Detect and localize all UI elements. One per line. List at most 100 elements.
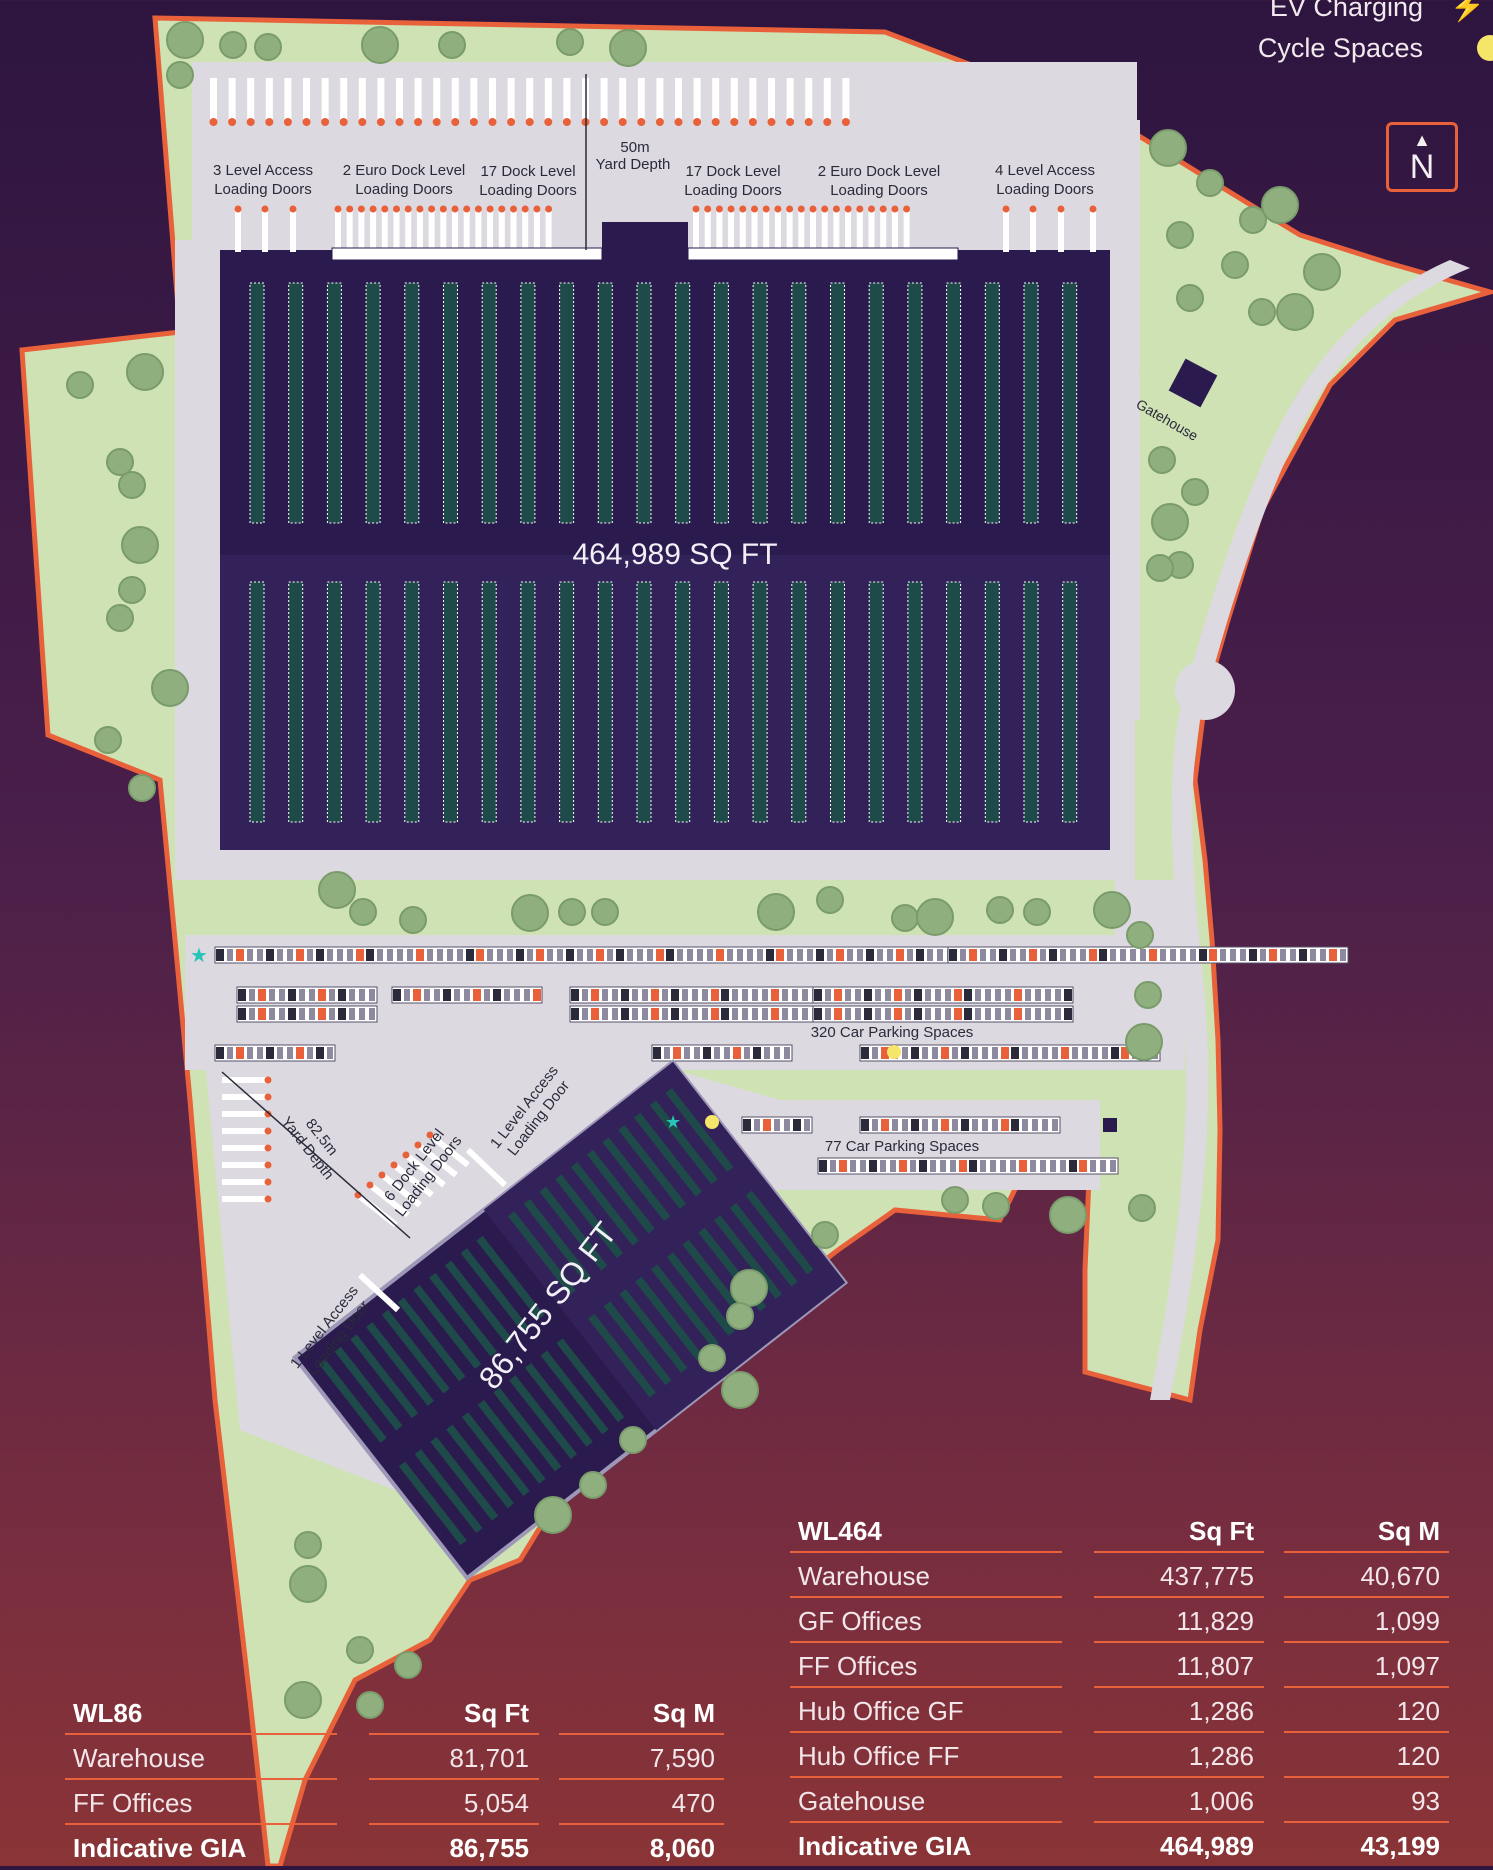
rack-aisle: [520, 581, 536, 823]
table-row: Warehouse 81,701 7,590: [65, 1735, 735, 1780]
access-road: [1150, 260, 1470, 1400]
rack-aisle: [461, 1412, 530, 1496]
rack-aisle: [443, 581, 458, 823]
rack-aisle: [523, 1198, 592, 1283]
cycle-spaces-marker: [887, 1045, 901, 1059]
tree: [1196, 169, 1224, 197]
yard-depth-50-label: 50m Yard Depth: [596, 139, 671, 173]
rack-aisle: [729, 1202, 798, 1287]
loading-door: [903, 208, 910, 252]
trailer-bay: [396, 78, 403, 120]
tree: [128, 774, 156, 802]
bay-marker: [321, 118, 330, 126]
rack-aisle: [597, 581, 613, 823]
row-label: FF Offices: [798, 1651, 918, 1681]
tree: [166, 61, 194, 89]
rack-aisle: [443, 282, 458, 524]
bay-marker: [302, 118, 311, 126]
tree: [816, 886, 844, 914]
tree: [1151, 503, 1189, 541]
trailer-bay: [712, 78, 720, 120]
tree: [254, 33, 282, 61]
wl86-loading-doors: [222, 1076, 508, 1313]
bay-marker: [655, 118, 664, 126]
sqft-value: 464,989: [1160, 1831, 1254, 1861]
rack-aisle: [404, 282, 420, 524]
wl86-table: WL86 Sq Ft Sq M Warehouse 81,701 7,590 FF Offi…: [65, 1690, 735, 1870]
sqm-value: 43,199: [1360, 1831, 1440, 1861]
bay-marker: [711, 118, 720, 126]
loading-door: [405, 208, 412, 252]
tree: [1093, 891, 1131, 929]
bay-marker: [525, 118, 534, 126]
tree: [609, 29, 647, 67]
rack-aisle: [682, 1239, 751, 1324]
tree: [1248, 298, 1276, 326]
rack-aisle: [745, 1190, 814, 1275]
rack-aisle: [868, 581, 884, 823]
tree: [1128, 1194, 1156, 1222]
parking-row: [812, 1005, 1074, 1023]
north-doors-label-2: 2 Euro Dock Level Loading Doors: [343, 162, 466, 198]
rack-aisle: [414, 1449, 483, 1533]
rack-aisle: [334, 1346, 403, 1431]
bay-marker: [748, 118, 757, 126]
rack-aisle: [1023, 282, 1039, 524]
trailer-bay: [749, 78, 757, 120]
sqm-value: 40,670: [1360, 1561, 1440, 1591]
tree: [1125, 1023, 1163, 1061]
sqm-value: 93: [1411, 1786, 1440, 1816]
bay-marker: [674, 118, 683, 126]
rack-aisle: [597, 282, 613, 524]
row-label: WL86: [73, 1698, 143, 1728]
loading-door: [290, 208, 296, 252]
tree: [534, 1496, 572, 1534]
trailer-bay: [842, 78, 850, 120]
loading-door: [475, 208, 482, 252]
loading-door: [833, 208, 840, 252]
rack-aisle: [288, 581, 304, 823]
rack-aisle: [555, 1174, 624, 1259]
rack-aisle: [830, 581, 845, 823]
trailer-bay: [675, 78, 682, 120]
rack-aisle: [559, 282, 575, 524]
tree: [619, 1426, 647, 1454]
table-total-row: Indicative GIA 464,989 43,199: [790, 1823, 1460, 1868]
tree: [982, 1192, 1010, 1220]
bay-marker: [693, 118, 702, 126]
loading-door: [845, 208, 852, 252]
tree: [106, 448, 134, 476]
tree: [166, 21, 204, 59]
table-header: WL464 Sq Ft Sq M: [790, 1508, 1460, 1553]
bay-marker: [730, 118, 739, 126]
loading-door: [751, 208, 758, 252]
tree: [511, 894, 549, 932]
sqm-value: 1,097: [1374, 1651, 1440, 1681]
table-row: Hub Office GF 1,286 120: [790, 1688, 1460, 1733]
tree: [399, 906, 427, 934]
tree: [721, 1371, 759, 1409]
tree: [556, 28, 584, 56]
loading-door: [716, 208, 723, 252]
rack-aisle: [318, 1359, 387, 1443]
tree: [1049, 1196, 1087, 1234]
loading-door: [428, 208, 435, 252]
tree: [151, 669, 189, 707]
table-row: FF Offices 11,807 1,097: [790, 1643, 1460, 1688]
trailer-bay: [321, 78, 329, 120]
tree: [394, 1651, 422, 1679]
rack-aisle: [404, 581, 420, 823]
loading-door: [891, 208, 898, 252]
row-label: WL464: [798, 1516, 882, 1546]
loading-door: [774, 208, 781, 252]
rack-aisle: [397, 1297, 466, 1382]
loading-door: [452, 208, 458, 252]
tree: [1023, 898, 1051, 926]
rack-aisle: [493, 1387, 562, 1472]
tree: [1148, 446, 1176, 474]
rack-aisle: [559, 581, 575, 823]
rack-aisle: [830, 282, 845, 524]
rack-aisle: [666, 1252, 735, 1336]
table-row: Gatehouse 1,006 93: [790, 1778, 1460, 1823]
